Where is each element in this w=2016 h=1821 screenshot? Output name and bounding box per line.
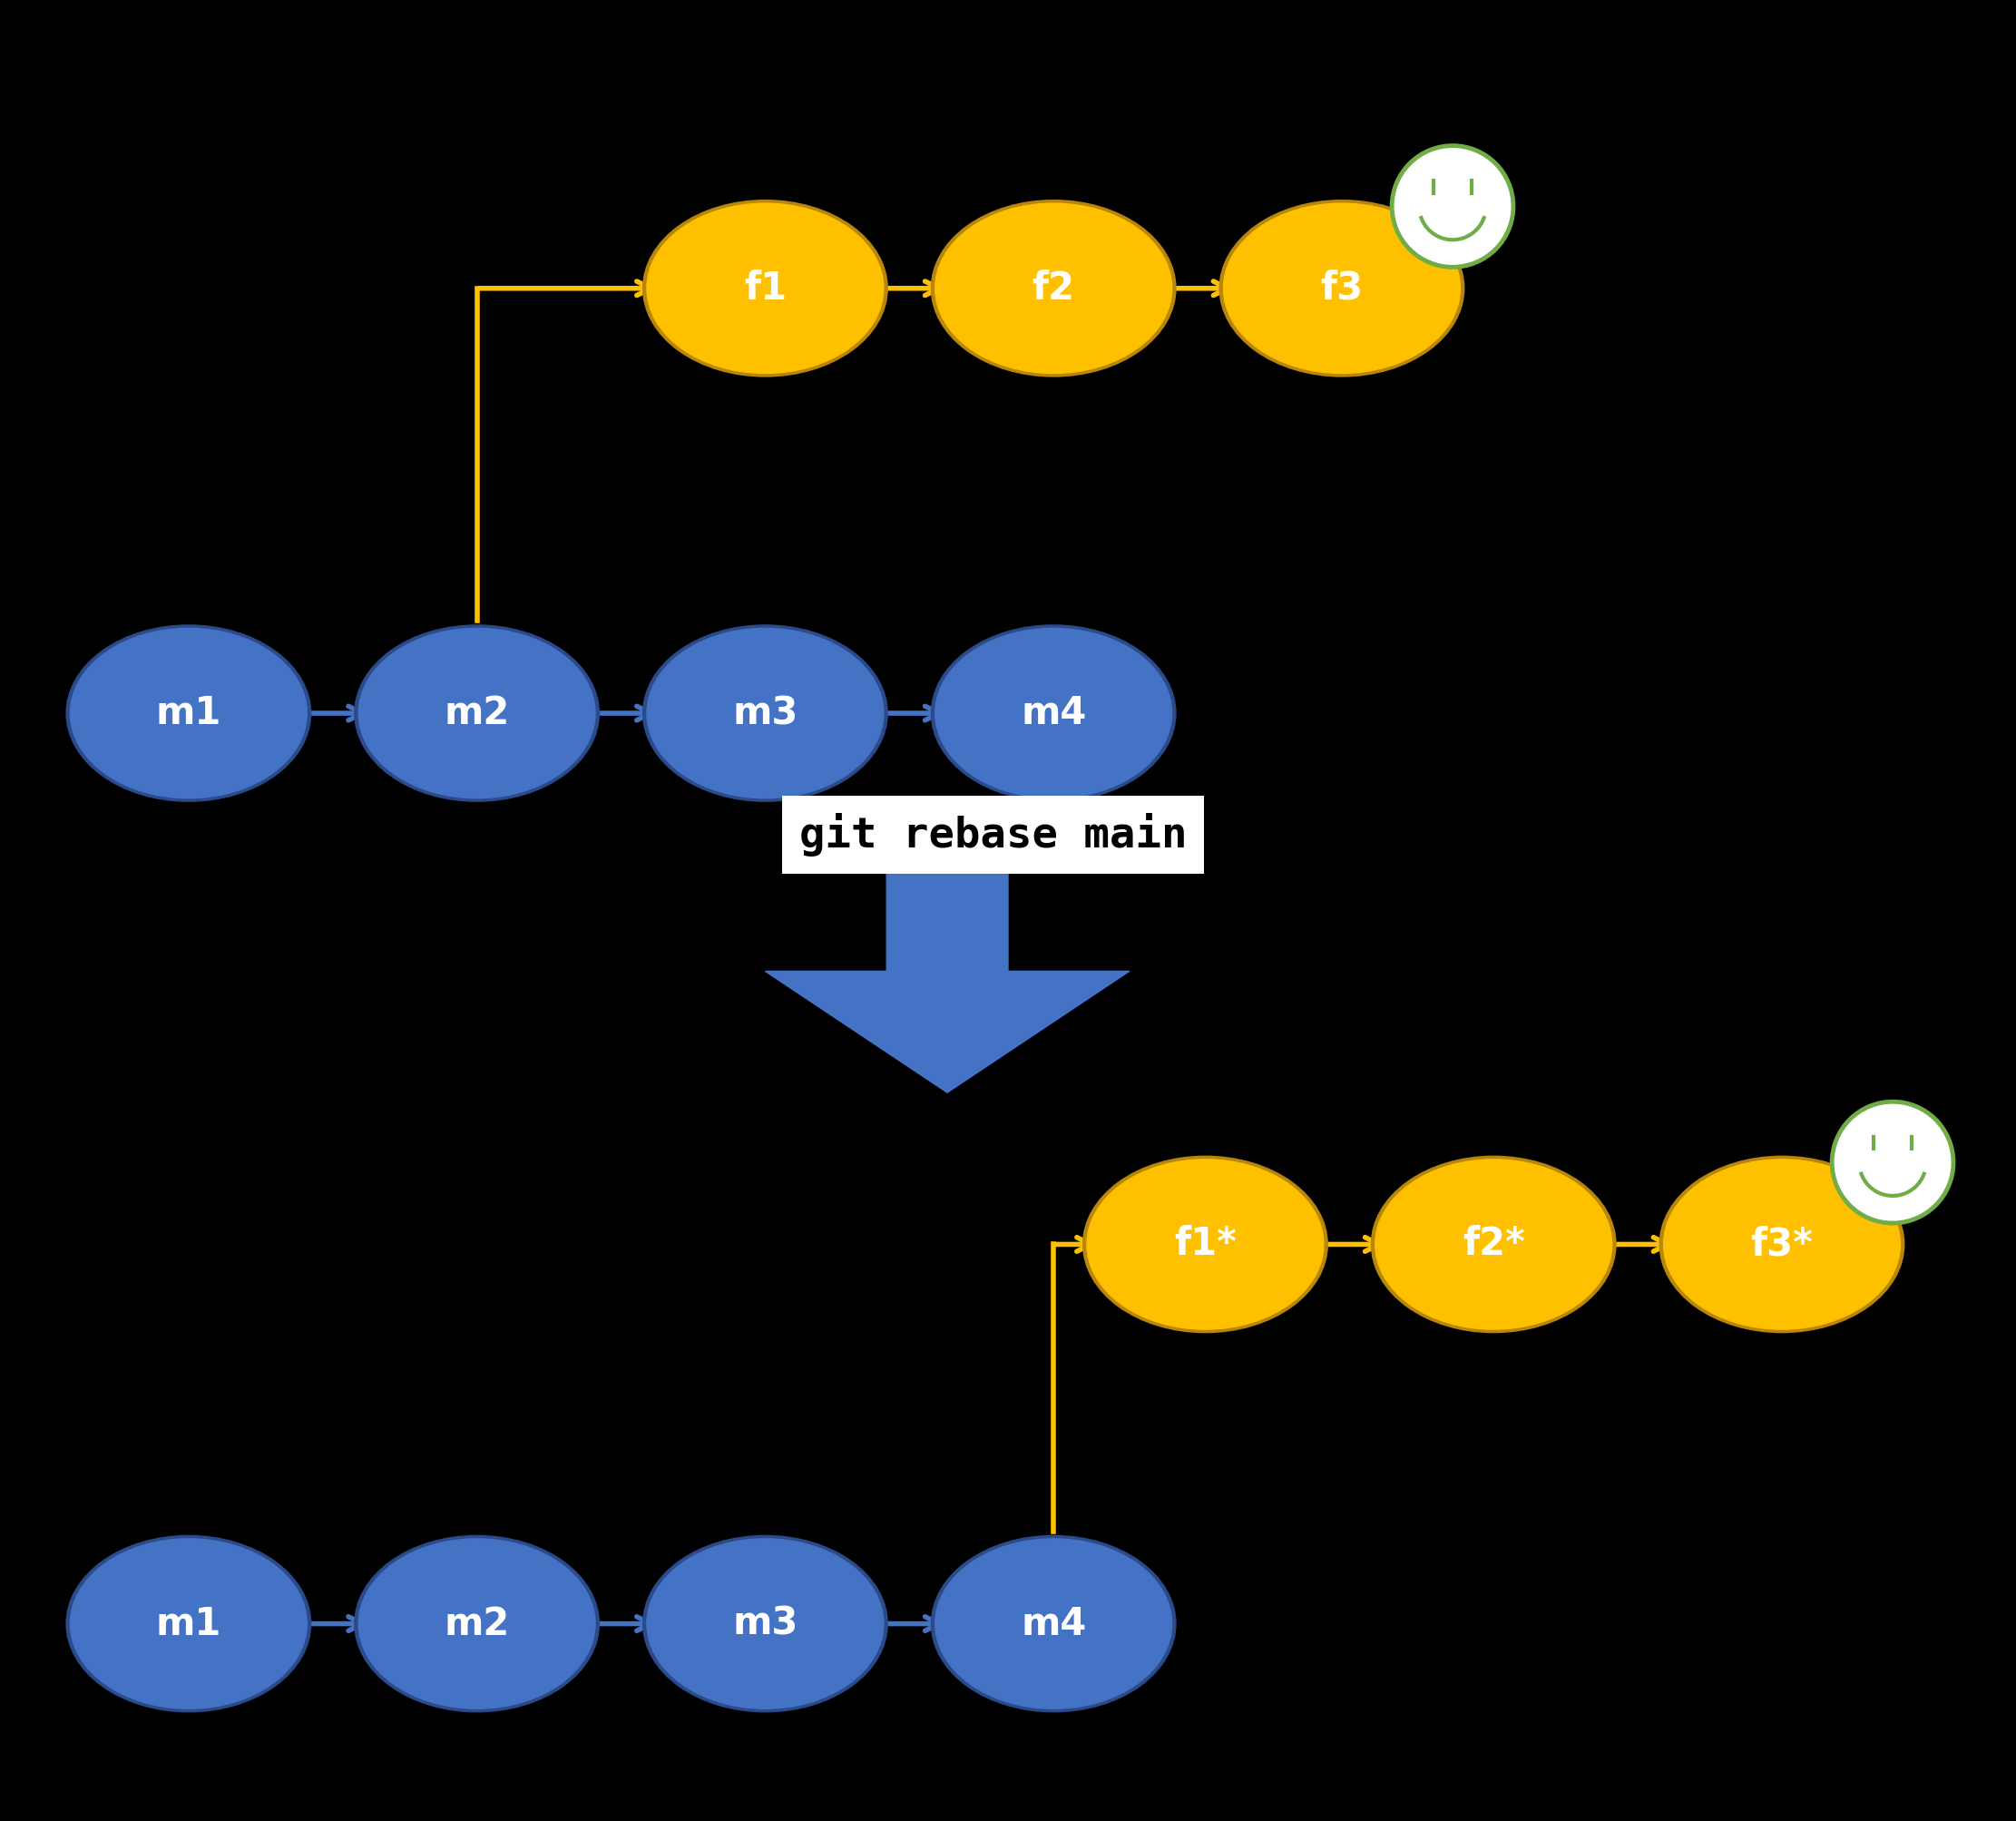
Ellipse shape — [931, 200, 1177, 377]
Ellipse shape — [1083, 1156, 1329, 1333]
Ellipse shape — [643, 625, 889, 801]
Text: f1: f1 — [744, 270, 786, 308]
Ellipse shape — [643, 1535, 889, 1712]
Ellipse shape — [1375, 1160, 1613, 1329]
Ellipse shape — [647, 1539, 883, 1708]
Text: m4: m4 — [1020, 694, 1087, 732]
Polygon shape — [766, 805, 1129, 1093]
Ellipse shape — [1087, 1160, 1325, 1329]
Circle shape — [1391, 146, 1514, 268]
Ellipse shape — [935, 1539, 1171, 1708]
Ellipse shape — [67, 625, 312, 801]
Ellipse shape — [1220, 200, 1466, 377]
Ellipse shape — [67, 1535, 312, 1712]
Ellipse shape — [1659, 1156, 1905, 1333]
Text: f2: f2 — [1032, 270, 1075, 308]
Ellipse shape — [1224, 204, 1460, 373]
Text: f1*: f1* — [1173, 1226, 1236, 1264]
Ellipse shape — [1663, 1160, 1901, 1329]
Ellipse shape — [359, 628, 595, 798]
Text: m2: m2 — [444, 694, 510, 732]
Text: m1: m1 — [155, 1604, 222, 1643]
Ellipse shape — [935, 204, 1171, 373]
Text: m3: m3 — [732, 1604, 798, 1643]
Text: f3*: f3* — [1750, 1226, 1812, 1264]
Ellipse shape — [355, 1535, 601, 1712]
Circle shape — [1833, 1102, 1954, 1224]
Ellipse shape — [931, 1535, 1177, 1712]
Text: m4: m4 — [1020, 1604, 1087, 1643]
Ellipse shape — [71, 628, 306, 798]
Ellipse shape — [71, 1539, 306, 1708]
Text: m3: m3 — [732, 694, 798, 732]
Ellipse shape — [1371, 1156, 1617, 1333]
Text: m1: m1 — [155, 694, 222, 732]
Text: f3: f3 — [1320, 270, 1363, 308]
Ellipse shape — [647, 628, 883, 798]
Ellipse shape — [935, 628, 1171, 798]
Ellipse shape — [359, 1539, 595, 1708]
Ellipse shape — [931, 625, 1177, 801]
Text: f2*: f2* — [1462, 1226, 1524, 1264]
Ellipse shape — [643, 200, 889, 377]
Text: git rebase main: git rebase main — [798, 812, 1187, 856]
Ellipse shape — [355, 625, 601, 801]
Text: m2: m2 — [444, 1604, 510, 1643]
Ellipse shape — [647, 204, 883, 373]
